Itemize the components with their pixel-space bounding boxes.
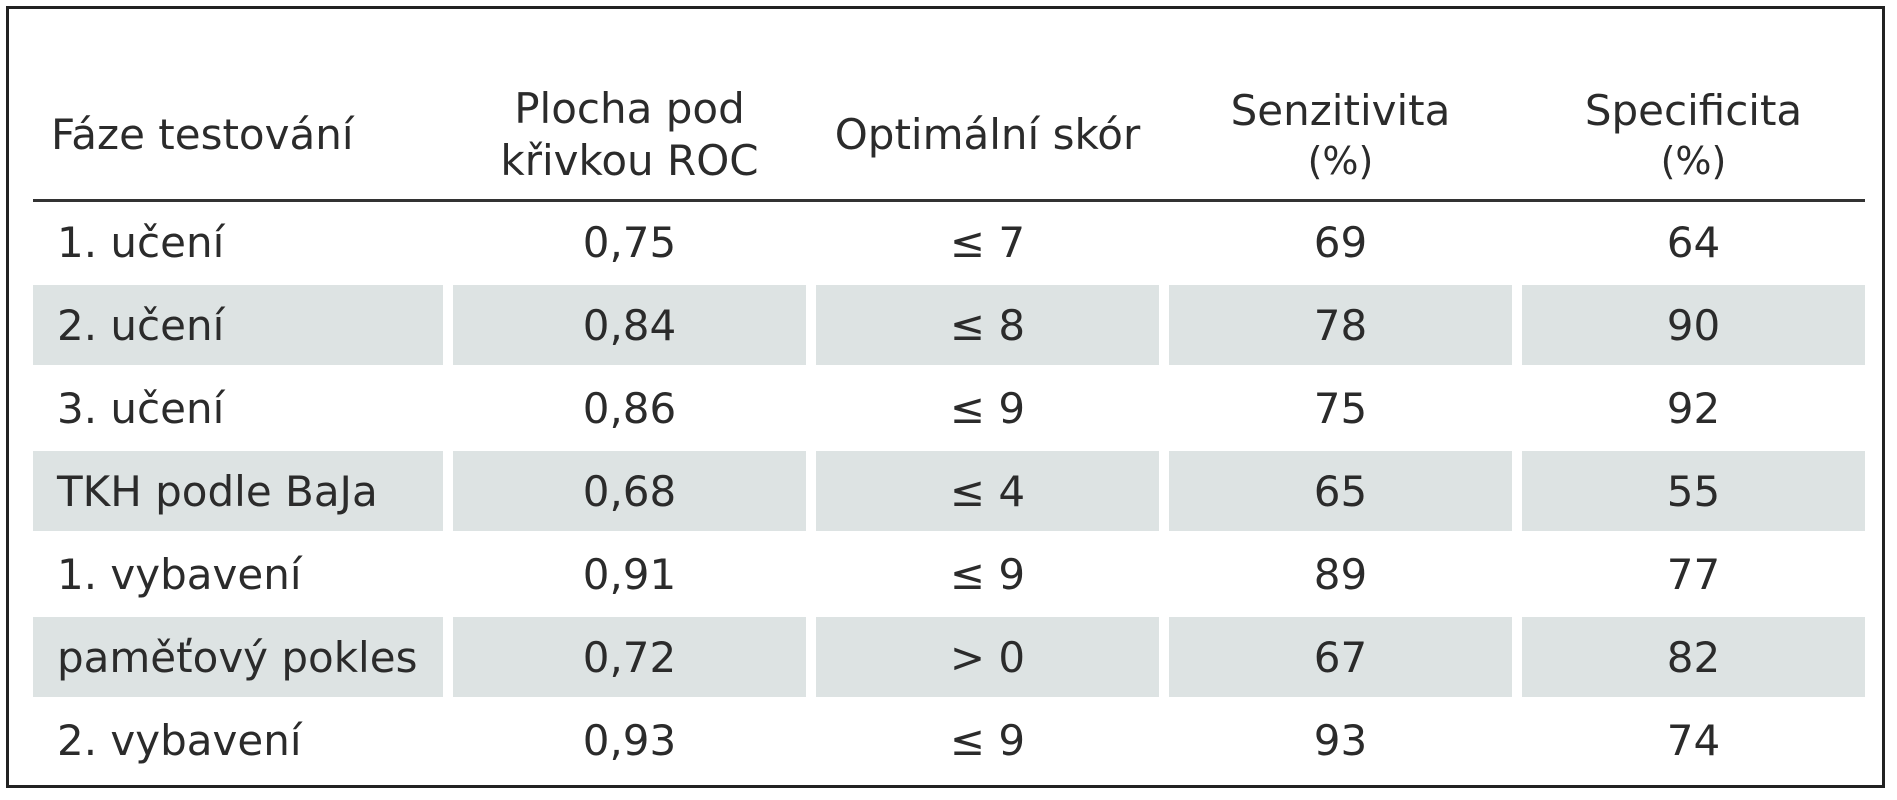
cell-specificity: 55 [1522, 451, 1865, 531]
cell-specificity: 90 [1522, 285, 1865, 365]
header-auc-line2: křivkou ROC [500, 136, 759, 185]
header-auc: Plocha pod křivkou ROC [453, 71, 806, 199]
cell-auc: 0,72 [453, 617, 806, 697]
cell-sensitivity: 67 [1169, 617, 1512, 697]
cell-optimal-score: ≤ 9 [949, 549, 1026, 599]
cell-phase: TKH podle BaJa [33, 451, 443, 531]
cell-specificity: 92 [1666, 383, 1721, 433]
cell-specificity: 64 [1666, 217, 1721, 267]
table-row: paměťový pokles 0,72 > 0 67 82 [33, 617, 1865, 700]
header-optimal-score-label: Optimální skór [834, 110, 1141, 159]
cell-auc: 0,91 [582, 549, 677, 599]
cell-optimal-score: ≤ 9 [949, 383, 1026, 433]
header-sensitivity: Senzitivita (%) [1169, 71, 1512, 199]
table-row: 2. vybavení 0,93 ≤ 9 93 74 [33, 700, 1865, 783]
cell-auc: 0,68 [453, 451, 806, 531]
cell-phase: 2. vybavení [57, 715, 302, 765]
header-sensitivity-line1: Senzitivita [1230, 86, 1451, 135]
cell-sensitivity: 75 [1313, 383, 1368, 433]
cell-phase: paměťový pokles [33, 617, 443, 697]
cell-optimal-score: > 0 [816, 617, 1159, 697]
cell-optimal-score: ≤ 9 [949, 715, 1026, 765]
cell-auc: 0,86 [582, 383, 677, 433]
table-header-row: Fáze testování Plocha pod křivkou ROC Op… [33, 71, 1865, 202]
header-sensitivity-line2: (%) [1307, 139, 1374, 183]
cell-optimal-score: ≤ 8 [816, 285, 1159, 365]
cell-sensitivity: 89 [1313, 549, 1368, 599]
cell-specificity: 74 [1666, 715, 1721, 765]
cell-auc: 0,84 [453, 285, 806, 365]
cell-sensitivity: 78 [1169, 285, 1512, 365]
cell-optimal-score: ≤ 7 [949, 217, 1026, 267]
roc-table: Fáze testování Plocha pod křivkou ROC Op… [33, 71, 1865, 783]
cell-sensitivity: 69 [1313, 217, 1368, 267]
cell-auc: 0,75 [582, 217, 677, 267]
cell-sensitivity: 93 [1313, 715, 1368, 765]
cell-specificity: 82 [1522, 617, 1865, 697]
cell-specificity: 77 [1666, 549, 1721, 599]
header-specificity-line1: Specificita [1584, 86, 1803, 135]
header-phase-label: Fáze testování [51, 110, 354, 159]
cell-optimal-score: ≤ 4 [816, 451, 1159, 531]
table-frame: Fáze testování Plocha pod křivkou ROC Op… [6, 6, 1885, 788]
table-row: 2. učení 0,84 ≤ 8 78 90 [33, 285, 1865, 368]
table-row: 1. učení 0,75 ≤ 7 69 64 [33, 202, 1865, 285]
header-phase: Fáze testování [33, 71, 443, 199]
cell-auc: 0,93 [582, 715, 677, 765]
header-specificity-line2: (%) [1660, 139, 1727, 183]
cell-phase: 1. učení [57, 217, 225, 267]
cell-phase: 1. vybavení [57, 549, 302, 599]
cell-phase: 3. učení [57, 383, 225, 433]
cell-phase: 2. učení [33, 285, 443, 365]
header-specificity: Specificita (%) [1522, 71, 1865, 199]
header-optimal-score: Optimální skór [816, 71, 1159, 199]
table-row: 3. učení 0,86 ≤ 9 75 92 [33, 368, 1865, 451]
table-row: 1. vybavení 0,91 ≤ 9 89 77 [33, 534, 1865, 617]
header-auc-line1: Plocha pod [514, 84, 745, 133]
cell-sensitivity: 65 [1169, 451, 1512, 531]
table-row: TKH podle BaJa 0,68 ≤ 4 65 55 [33, 451, 1865, 534]
